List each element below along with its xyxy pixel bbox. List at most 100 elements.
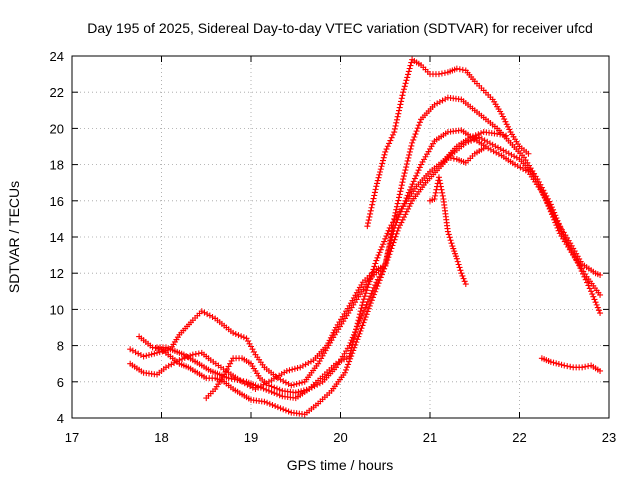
data-points	[127, 56, 604, 418]
data-point	[225, 375, 232, 382]
data-point	[431, 101, 438, 108]
data-point	[363, 287, 370, 294]
data-point	[293, 380, 300, 387]
data-point	[346, 342, 353, 349]
data-point	[413, 172, 420, 179]
data-point	[410, 136, 417, 143]
data-point	[384, 143, 391, 150]
data-point	[415, 167, 422, 174]
data-point	[495, 144, 502, 151]
data-point	[299, 362, 306, 369]
data-point	[370, 266, 377, 273]
data-point	[272, 403, 279, 410]
data-point	[377, 246, 384, 253]
data-point	[376, 171, 383, 178]
data-point	[473, 135, 480, 142]
data-point	[415, 122, 422, 129]
data-point	[274, 375, 281, 382]
data-point	[298, 388, 305, 395]
data-point	[437, 180, 444, 187]
data-point	[231, 376, 238, 383]
data-point	[371, 291, 378, 298]
data-point	[137, 352, 144, 359]
data-point	[303, 386, 310, 393]
data-point	[143, 352, 150, 359]
data-point	[127, 346, 134, 353]
data-point	[356, 330, 363, 337]
data-point	[286, 367, 293, 374]
data-point	[363, 301, 370, 308]
data-point	[356, 318, 363, 325]
data-point	[280, 378, 287, 385]
data-point	[148, 351, 155, 358]
data-point	[504, 123, 511, 130]
data-point	[401, 170, 408, 177]
x-tick-label: 22	[512, 430, 526, 445]
data-point	[558, 361, 565, 368]
data-point	[401, 83, 408, 90]
data-point	[407, 145, 414, 152]
data-point	[362, 304, 369, 311]
data-point	[435, 71, 442, 78]
data-point	[280, 406, 287, 413]
data-point	[520, 165, 527, 172]
data-point	[480, 145, 487, 152]
data-point	[497, 131, 504, 138]
data-point	[165, 362, 172, 369]
data-point	[514, 163, 521, 170]
data-point	[597, 291, 604, 298]
data-point	[299, 379, 306, 386]
data-point	[302, 361, 309, 368]
data-point	[389, 131, 396, 138]
data-point	[264, 399, 271, 406]
data-point	[252, 382, 259, 389]
data-point	[276, 386, 283, 393]
data-point	[395, 110, 402, 117]
data-point	[346, 358, 353, 365]
data-point	[228, 375, 235, 382]
data-point	[367, 275, 374, 282]
data-point	[412, 131, 419, 138]
series-track-5	[203, 262, 389, 402]
data-point	[387, 248, 394, 255]
data-point	[300, 387, 307, 394]
data-point	[564, 363, 571, 370]
y-tick-label: 10	[50, 302, 64, 317]
data-point	[438, 186, 445, 193]
data-point	[413, 128, 420, 135]
data-point	[446, 234, 453, 241]
data-point	[383, 146, 390, 153]
data-point	[450, 155, 457, 162]
data-point	[432, 192, 439, 199]
data-point	[470, 136, 477, 143]
data-point	[500, 147, 507, 154]
data-point	[384, 230, 391, 237]
data-point	[349, 334, 356, 341]
data-point	[404, 157, 411, 164]
data-point	[467, 134, 474, 141]
data-point	[151, 350, 158, 357]
data-point	[314, 381, 321, 388]
data-point	[369, 287, 376, 294]
data-point	[168, 361, 175, 368]
data-point	[405, 68, 412, 75]
data-point	[394, 227, 401, 234]
data-point	[343, 366, 350, 373]
data-point	[378, 163, 385, 170]
data-point	[508, 151, 515, 158]
data-point	[400, 86, 407, 93]
data-point	[416, 119, 423, 126]
data-point	[367, 300, 374, 307]
data-point	[386, 140, 393, 147]
data-point	[381, 151, 388, 158]
data-point	[447, 154, 454, 161]
data-point	[553, 222, 560, 229]
x-tick-label: 23	[602, 430, 616, 445]
data-point	[311, 383, 318, 390]
data-point	[347, 347, 354, 354]
data-point	[408, 183, 415, 190]
data-point	[399, 179, 406, 186]
series-track-9	[538, 355, 604, 374]
x-tick-label: 20	[333, 430, 347, 445]
